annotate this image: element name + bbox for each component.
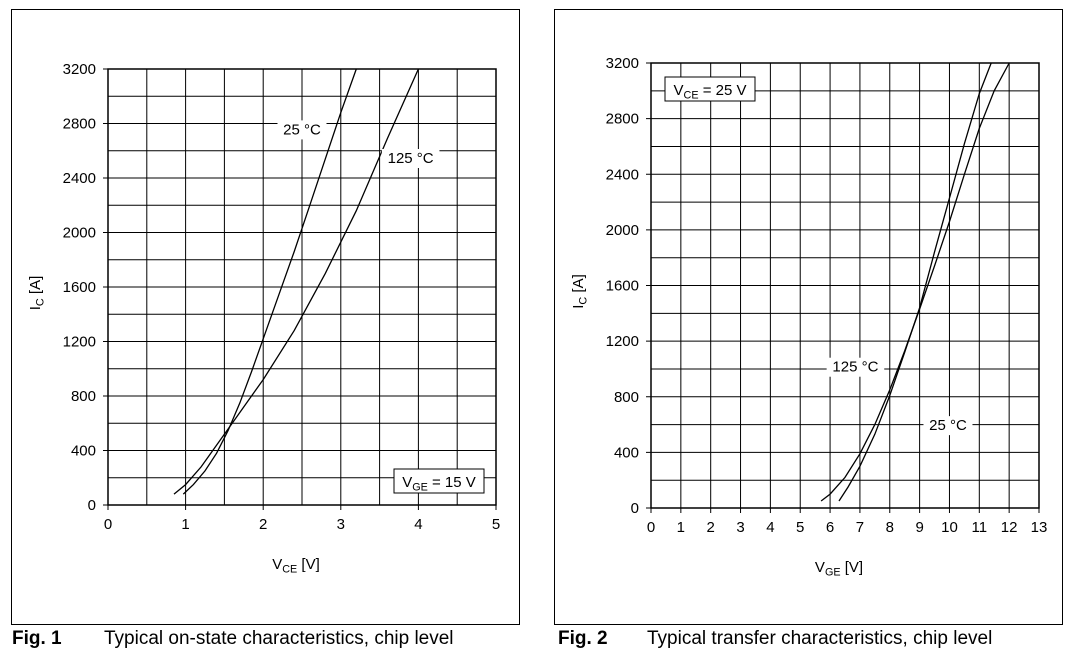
y-tick-label: 1600 <box>606 278 639 295</box>
y-tick-label: 2800 <box>606 111 639 128</box>
x-tick-label: 0 <box>647 519 655 536</box>
x-tick-label: 6 <box>826 519 834 536</box>
y-tick-label: 1600 <box>63 279 96 296</box>
x-tick-label: 1 <box>181 516 189 533</box>
x-tick-label: 13 <box>1031 519 1048 536</box>
y-tick-label: 2400 <box>606 166 639 183</box>
x-tick-label: 3 <box>736 519 744 536</box>
y-tick-label: 400 <box>614 444 639 461</box>
figure-1-caption: Fig. 1 Typical on-state characteristics, … <box>12 628 454 650</box>
x-tick-label: 2 <box>259 516 267 533</box>
y-tick-label: 400 <box>71 443 96 460</box>
on-state-characteristics-chart: 0 1 2 3 4 5 0 400 800 1200 1600 2000 2400 2800 3200 VCE… <box>27 61 500 575</box>
annotation-background <box>923 416 973 436</box>
x-axis-label: VGE [V] <box>815 559 863 578</box>
y-tick-label: 800 <box>614 389 639 406</box>
y-tick-label: 3200 <box>606 55 639 72</box>
chart-2-grid <box>650 62 1040 509</box>
series-line-125cc <box>820 62 1010 502</box>
figure-1-label: Fig. 1 <box>12 628 62 649</box>
y-tick-label: 0 <box>88 497 96 514</box>
series-annotation-label: 25 °C <box>929 417 967 434</box>
y-tick-label: 3200 <box>63 61 96 78</box>
y-tick-label: 2800 <box>63 116 96 133</box>
x-tick-label: 8 <box>886 519 894 536</box>
x-tick-label: 7 <box>856 519 864 536</box>
x-tick-label: 11 <box>972 519 988 536</box>
series-annotation-label: 125 °C <box>832 359 878 376</box>
series-annotation-label: 25 °C <box>283 121 321 138</box>
x-tick-label: 3 <box>337 516 345 533</box>
x-tick-label: 4 <box>766 519 774 536</box>
x-tick-label: 12 <box>1001 519 1018 536</box>
x-axis-label: VCE [V] <box>272 556 320 575</box>
x-tick-label: 0 <box>104 516 112 533</box>
annotation-background <box>277 120 327 140</box>
x-tick-label: 4 <box>414 516 422 533</box>
figure-2-caption-text: Typical transfer characteristics, chip l… <box>647 628 993 649</box>
condition-label: VCE = 25 V <box>674 82 747 101</box>
figure-2-label: Fig. 2 <box>558 628 608 649</box>
x-tick-label: 2 <box>707 519 715 536</box>
transfer-characteristics-chart: 0 1 2 3 4 5 6 7 8 9 10 11 12 130400800120016002000240… <box>570 55 1048 578</box>
series-annotation-label: 125 °C <box>388 150 434 167</box>
y-tick-label: 800 <box>71 388 96 405</box>
x-tick-label: 5 <box>492 516 500 533</box>
x-tick-label: 10 <box>941 519 958 536</box>
y-tick-label: 2000 <box>63 225 96 242</box>
series-line-25cc <box>182 68 357 495</box>
figure-2-caption: Fig. 2 Typical transfer characteristics, … <box>558 628 992 650</box>
condition-label: VGE = 15 V <box>402 474 476 493</box>
x-tick-label: 1 <box>677 519 685 536</box>
condition-box <box>393 468 485 494</box>
y-tick-label: 1200 <box>63 334 96 351</box>
figure-2-panel: 0 1 2 3 4 5 6 7 8 9 10 11 12 13 0 400 800 1200 1600 2000 240… <box>554 9 1063 625</box>
annotation-background <box>826 357 885 377</box>
annotation-background <box>381 149 440 169</box>
y-tick-label: 0 <box>631 500 639 517</box>
series-line-125cc <box>173 68 419 495</box>
x-tick-label: 9 <box>915 519 923 536</box>
condition-box <box>664 76 756 102</box>
y-axis-label: IC [A] <box>570 274 589 309</box>
x-tick-label: 5 <box>796 519 804 536</box>
figure-1-caption-text: Typical on-state characteristics, chip l… <box>104 628 454 649</box>
series-line-25cc <box>838 62 992 502</box>
y-axis-label: IC [A] <box>27 276 46 311</box>
figure-1-panel: 0 1 2 3 4 5 0 400 800 1200 1600 2000 2400 2800 3200 VCE… <box>11 9 520 625</box>
y-tick-label: 1200 <box>606 333 639 350</box>
y-tick-label: 2400 <box>63 170 96 187</box>
y-tick-label: 2000 <box>606 222 639 239</box>
